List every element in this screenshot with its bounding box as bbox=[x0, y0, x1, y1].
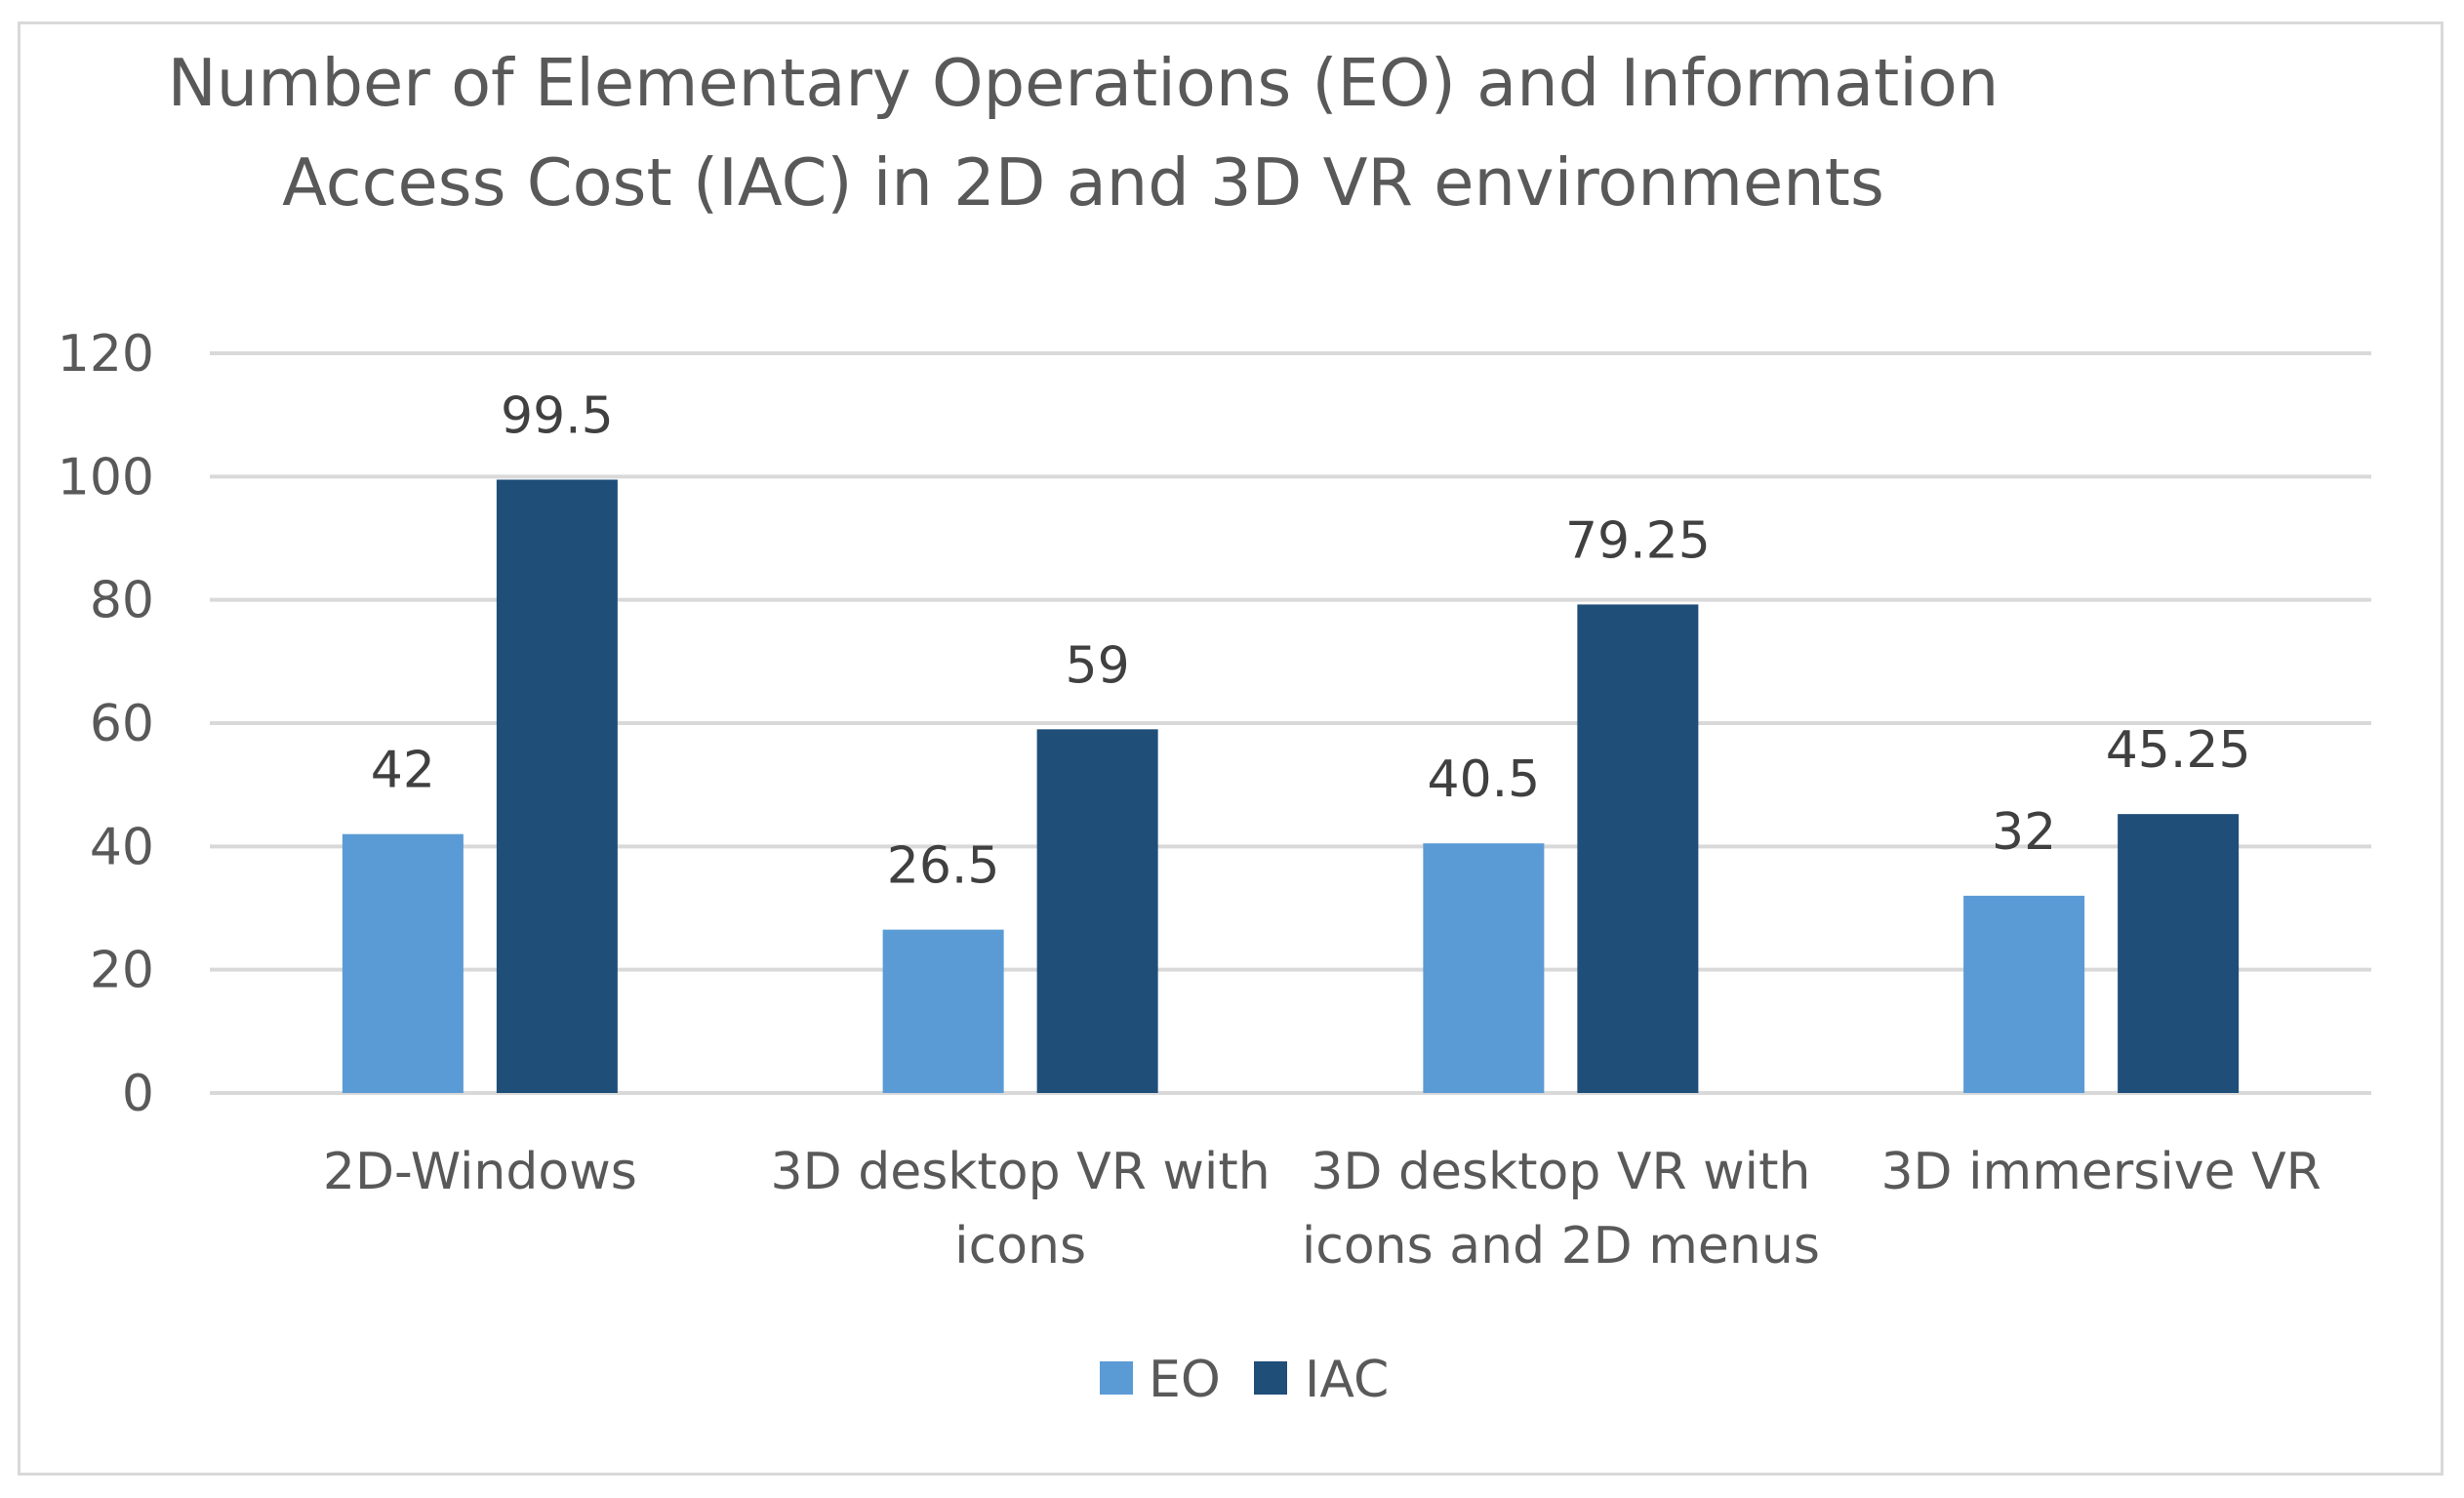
data-label-eo-2: 26.5 bbox=[887, 837, 1000, 896]
category-label-3-line-2: icons and 2D menus bbox=[1302, 1217, 1820, 1275]
y-tick-label-100: 100 bbox=[58, 448, 154, 506]
bar-eo-3 bbox=[1423, 843, 1545, 1093]
chart-title: Number of Elementary Operations (EO) and… bbox=[168, 45, 1999, 221]
bar-iac-3 bbox=[1577, 604, 1699, 1093]
data-label-eo-1: 42 bbox=[371, 742, 435, 800]
legend-label-eo: EO bbox=[1149, 1351, 1221, 1409]
y-tick-label-20: 20 bbox=[90, 942, 154, 1000]
bar-iac-2 bbox=[1036, 729, 1158, 1093]
bar-eo-4 bbox=[1963, 895, 2085, 1093]
bar-eo-2 bbox=[882, 929, 1004, 1093]
data-labels: 42 99.5 26.5 59 40.5 79.25 32 45.25 bbox=[371, 386, 2251, 895]
category-label-3-line-1: 3D desktop VR with bbox=[1311, 1143, 1810, 1201]
category-label-2-line-2: icons bbox=[954, 1217, 1086, 1275]
category-labels: 2D-Windows 3D desktop VR with icons 3D desk… bbox=[323, 1143, 2322, 1275]
y-axis-tick-labels: 0 20 40 60 80 100 120 bbox=[58, 325, 154, 1123]
legend-swatch-eo bbox=[1100, 1361, 1133, 1395]
y-tick-label-80: 80 bbox=[90, 572, 154, 630]
data-label-iac-4: 45.25 bbox=[2106, 721, 2251, 780]
chart-frame bbox=[18, 21, 2444, 1476]
data-label-iac-2: 59 bbox=[1066, 636, 1130, 695]
bar-iac-1 bbox=[496, 479, 618, 1093]
bar-iac-4 bbox=[2118, 814, 2240, 1093]
bars bbox=[342, 479, 2240, 1093]
data-label-iac-1: 99.5 bbox=[501, 386, 614, 445]
legend: EO IAC bbox=[1100, 1351, 1389, 1409]
legend-label-iac: IAC bbox=[1305, 1351, 1389, 1409]
category-label-4-line-1: 3D immersive VR bbox=[1880, 1143, 2321, 1201]
chart-title-line-2: Access Cost (IAC) in 2D and 3D VR enviro… bbox=[282, 144, 1884, 221]
category-label-1-line-1: 2D-Windows bbox=[323, 1143, 637, 1201]
bar-eo-1 bbox=[342, 833, 464, 1093]
y-tick-label-0: 0 bbox=[122, 1065, 154, 1123]
category-label-2-line-1: 3D desktop VR with bbox=[771, 1143, 1271, 1201]
y-tick-label-40: 40 bbox=[90, 818, 154, 876]
y-tick-label-60: 60 bbox=[90, 695, 154, 753]
y-tick-label-120: 120 bbox=[58, 325, 154, 384]
data-label-eo-4: 32 bbox=[1992, 803, 2056, 862]
chart-title-line-1: Number of Elementary Operations (EO) and… bbox=[168, 45, 1999, 121]
data-label-iac-3: 79.25 bbox=[1565, 511, 1711, 570]
data-label-eo-3: 40.5 bbox=[1427, 750, 1540, 809]
legend-swatch-iac bbox=[1254, 1361, 1287, 1395]
